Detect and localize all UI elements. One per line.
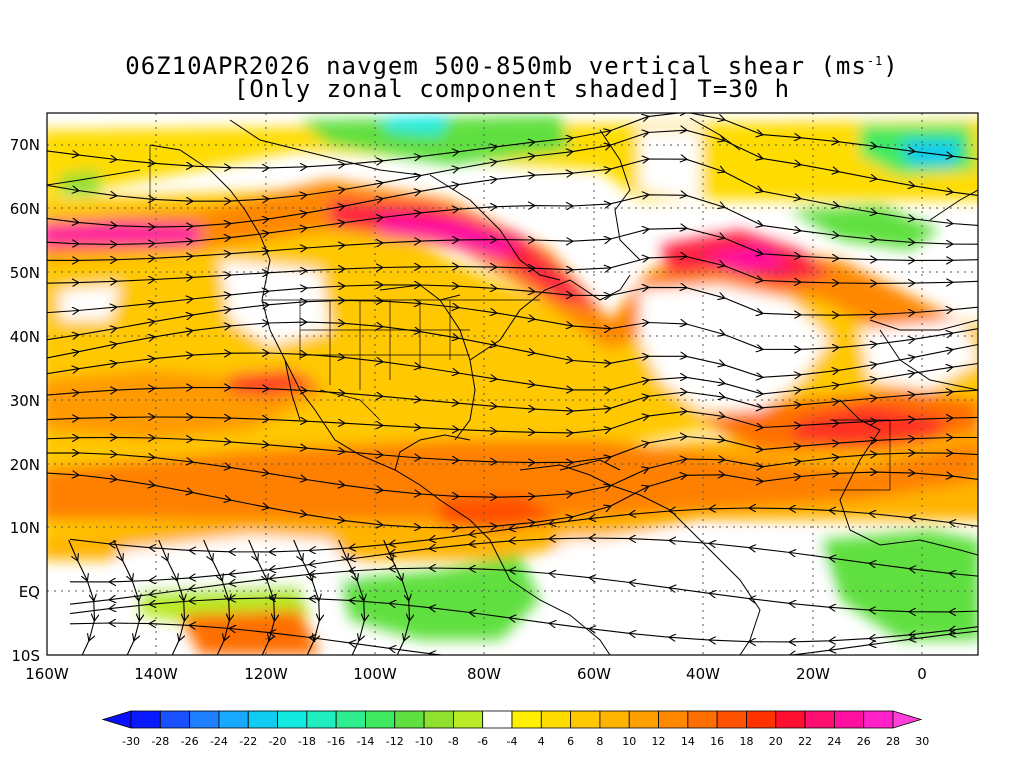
lat-label: 10N — [10, 519, 40, 537]
lat-label: EQ — [19, 583, 40, 601]
colorbar-label: 14 — [681, 735, 695, 748]
colorbar-swatch — [804, 710, 835, 729]
colorbar-label: 12 — [652, 735, 666, 748]
lat-label: 30N — [10, 392, 40, 410]
colorbar-label: -26 — [181, 735, 199, 748]
streamline — [248, 539, 275, 655]
colorbar-label: 6 — [567, 735, 574, 748]
lon-label: 60W — [577, 665, 611, 683]
colorbar-label: 20 — [769, 735, 783, 748]
lon-label: 140W — [134, 665, 178, 683]
colorbar-swatch — [775, 710, 806, 729]
colorbar-label: 30 — [915, 735, 929, 748]
lon-label: 0 — [917, 665, 927, 683]
lat-label: 70N — [10, 136, 40, 154]
streamline — [293, 539, 320, 655]
lat-label: 50N — [10, 264, 40, 282]
colorbar-swatch — [833, 710, 865, 729]
colorbar-label: 22 — [798, 735, 812, 748]
colorbar-max-arrow — [892, 710, 923, 729]
colorbar-label: 24 — [827, 735, 841, 748]
colorbar-label: 18 — [739, 735, 753, 748]
colorbar-swatch — [599, 710, 630, 729]
streamline — [338, 539, 365, 655]
colorbar-label: 16 — [710, 735, 724, 748]
streamlines — [47, 113, 978, 655]
colorbar-label: -6 — [477, 735, 488, 748]
colorbar-min-arrow — [101, 710, 132, 729]
colorbar-swatch — [306, 710, 337, 729]
colorbar-swatch — [423, 710, 454, 729]
streamline — [113, 539, 140, 655]
lon-label: 100W — [353, 665, 397, 683]
colorbar-swatch — [130, 710, 161, 729]
colorbar-swatch — [511, 710, 542, 729]
colorbar-label: -10 — [415, 735, 433, 748]
colorbar-label: -22 — [239, 735, 257, 748]
colorbar-label: 26 — [857, 735, 871, 748]
lon-label: 120W — [244, 665, 288, 683]
lat-label: 40N — [10, 328, 40, 346]
lat-label: 10S — [11, 647, 40, 665]
colorbar-swatch — [452, 710, 484, 729]
streamline — [203, 539, 230, 655]
colorbar-swatch — [746, 710, 777, 729]
colorbar-swatch — [482, 710, 513, 729]
colorbar-label: -4 — [507, 735, 518, 748]
colorbar-label: 28 — [886, 735, 900, 748]
streamline — [68, 539, 95, 655]
colorbar-swatch — [365, 710, 396, 729]
colorbar-labels: -30 -28 -26 -24 -22 -20 -18 -16 -14 -12 -10 -8 -6 -4 4… — [122, 735, 929, 748]
colorbar-label: -14 — [356, 735, 374, 748]
colorbar-label: -18 — [298, 735, 316, 748]
colorbar-swatch — [218, 710, 249, 729]
colorbar-label: 10 — [622, 735, 636, 748]
colorbar-label: -28 — [151, 735, 169, 748]
lon-label: 20W — [796, 665, 830, 683]
lon-label: 160W — [25, 665, 69, 683]
colorbar-label: -8 — [448, 735, 459, 748]
colorbar-label: -12 — [386, 735, 404, 748]
streamline — [383, 539, 410, 655]
colorbar-swatch — [189, 710, 220, 729]
colorbar-label: -20 — [269, 735, 287, 748]
colorbar-swatch — [540, 710, 572, 729]
colorbar-label: -30 — [122, 735, 140, 748]
lon-label: 40W — [686, 665, 720, 683]
colorbar-swatch — [335, 710, 366, 729]
colorbar-swatch — [159, 710, 191, 729]
colorbar-swatch — [628, 710, 659, 729]
lat-label: 20N — [10, 456, 40, 474]
lon-label: 80W — [467, 665, 501, 683]
streamline — [158, 539, 185, 655]
colorbar-swatch — [570, 710, 601, 729]
plot-frame — [46, 112, 979, 656]
colorbar-swatch — [247, 710, 278, 729]
colorbar-label: -24 — [210, 735, 228, 748]
colorbar-label: 4 — [538, 735, 545, 748]
streamline — [47, 411, 978, 433]
colorbar-swatch — [687, 710, 718, 729]
colorbar-swatch — [394, 710, 425, 729]
colorbar-label: -16 — [327, 735, 345, 748]
lat-label: 60N — [10, 200, 40, 218]
colorbar — [101, 710, 923, 729]
colorbar-label: 8 — [596, 735, 603, 748]
title-line-1: 06Z10APR2026 navgem 500-850mb vertical s… — [125, 52, 899, 80]
colorbar-swatch — [863, 710, 894, 729]
colorbar-swatch — [277, 710, 308, 729]
colorbar-swatch — [658, 710, 689, 729]
title-line-2: [Only zonal component shaded] T=30 h — [233, 75, 791, 103]
colorbar-swatch — [716, 710, 747, 729]
